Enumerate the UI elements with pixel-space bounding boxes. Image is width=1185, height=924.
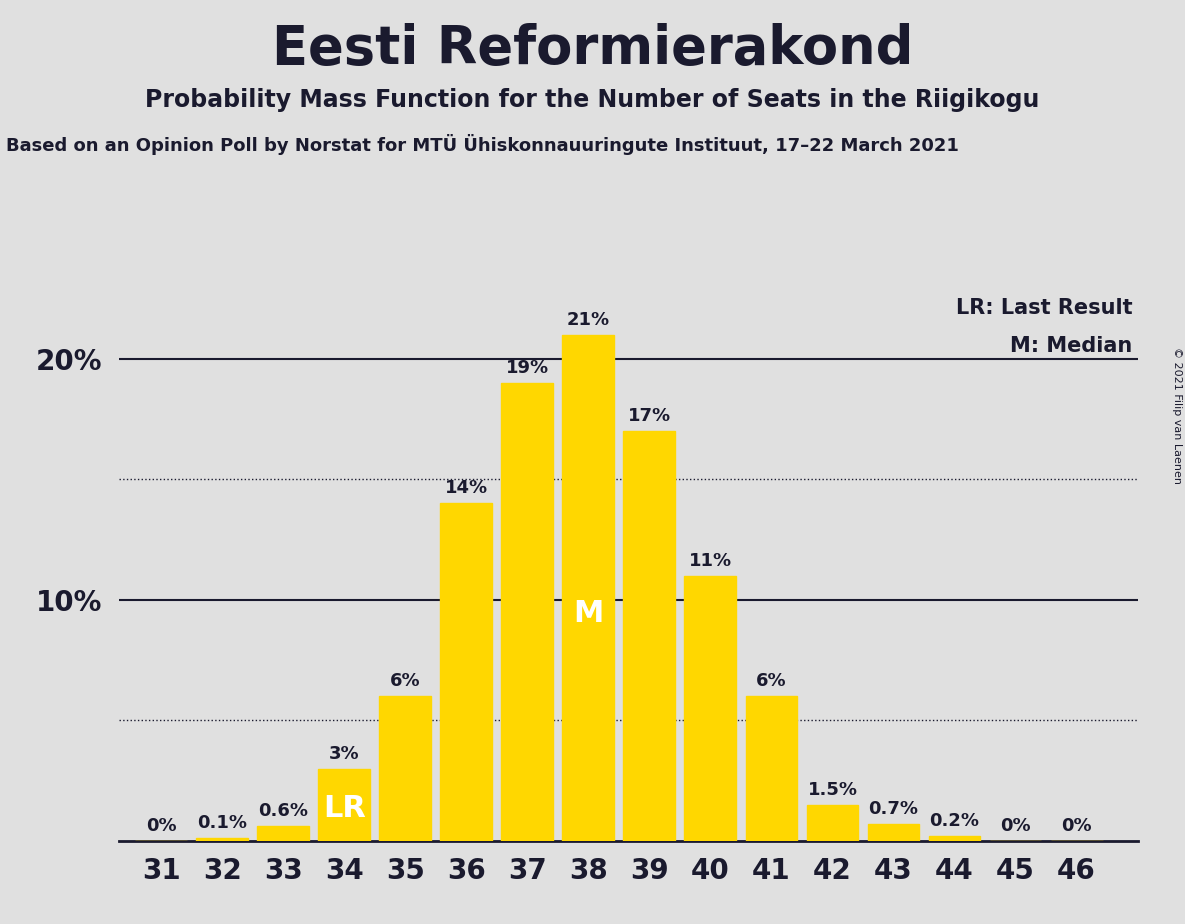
Text: 14%: 14% [444, 480, 488, 497]
Bar [441, 504, 492, 841]
Text: 0.1%: 0.1% [197, 814, 248, 833]
Text: 0.2%: 0.2% [929, 812, 980, 830]
Text: © 2021 Filip van Laenen: © 2021 Filip van Laenen [1172, 347, 1181, 484]
Text: 1.5%: 1.5% [807, 781, 858, 798]
Bar [745, 696, 798, 841]
Text: 11%: 11% [688, 552, 732, 570]
Text: 6%: 6% [756, 672, 787, 690]
Text: 0.6%: 0.6% [258, 802, 308, 821]
Text: 6%: 6% [390, 672, 421, 690]
Bar [257, 826, 309, 841]
Bar [379, 696, 431, 841]
Bar [319, 769, 370, 841]
Text: Based on an Opinion Poll by Norstat for MTÜ Ühiskonnauuringute Instituut, 17–22 : Based on an Opinion Poll by Norstat for … [6, 134, 959, 155]
Text: 0%: 0% [1062, 817, 1091, 834]
Bar [867, 824, 920, 841]
Text: 17%: 17% [628, 407, 671, 425]
Text: 0%: 0% [146, 817, 177, 834]
Bar [685, 576, 736, 841]
Text: 21%: 21% [566, 310, 610, 329]
Bar [807, 805, 858, 841]
Bar [563, 334, 614, 841]
Text: M: M [574, 599, 603, 627]
Bar [501, 383, 553, 841]
Text: 19%: 19% [506, 359, 549, 377]
Text: LR: Last Result: LR: Last Result [956, 298, 1133, 318]
Bar [929, 836, 980, 841]
Text: 0%: 0% [1000, 817, 1031, 834]
Text: 0.7%: 0.7% [869, 800, 918, 818]
Text: Eesti Reformierakond: Eesti Reformierakond [271, 23, 914, 75]
Bar [197, 838, 248, 841]
Text: M: Median: M: Median [1011, 336, 1133, 357]
Text: 3%: 3% [329, 745, 359, 762]
Text: LR: LR [322, 794, 366, 822]
Text: Probability Mass Function for the Number of Seats in the Riigikogu: Probability Mass Function for the Number… [146, 88, 1039, 112]
Bar [623, 432, 675, 841]
